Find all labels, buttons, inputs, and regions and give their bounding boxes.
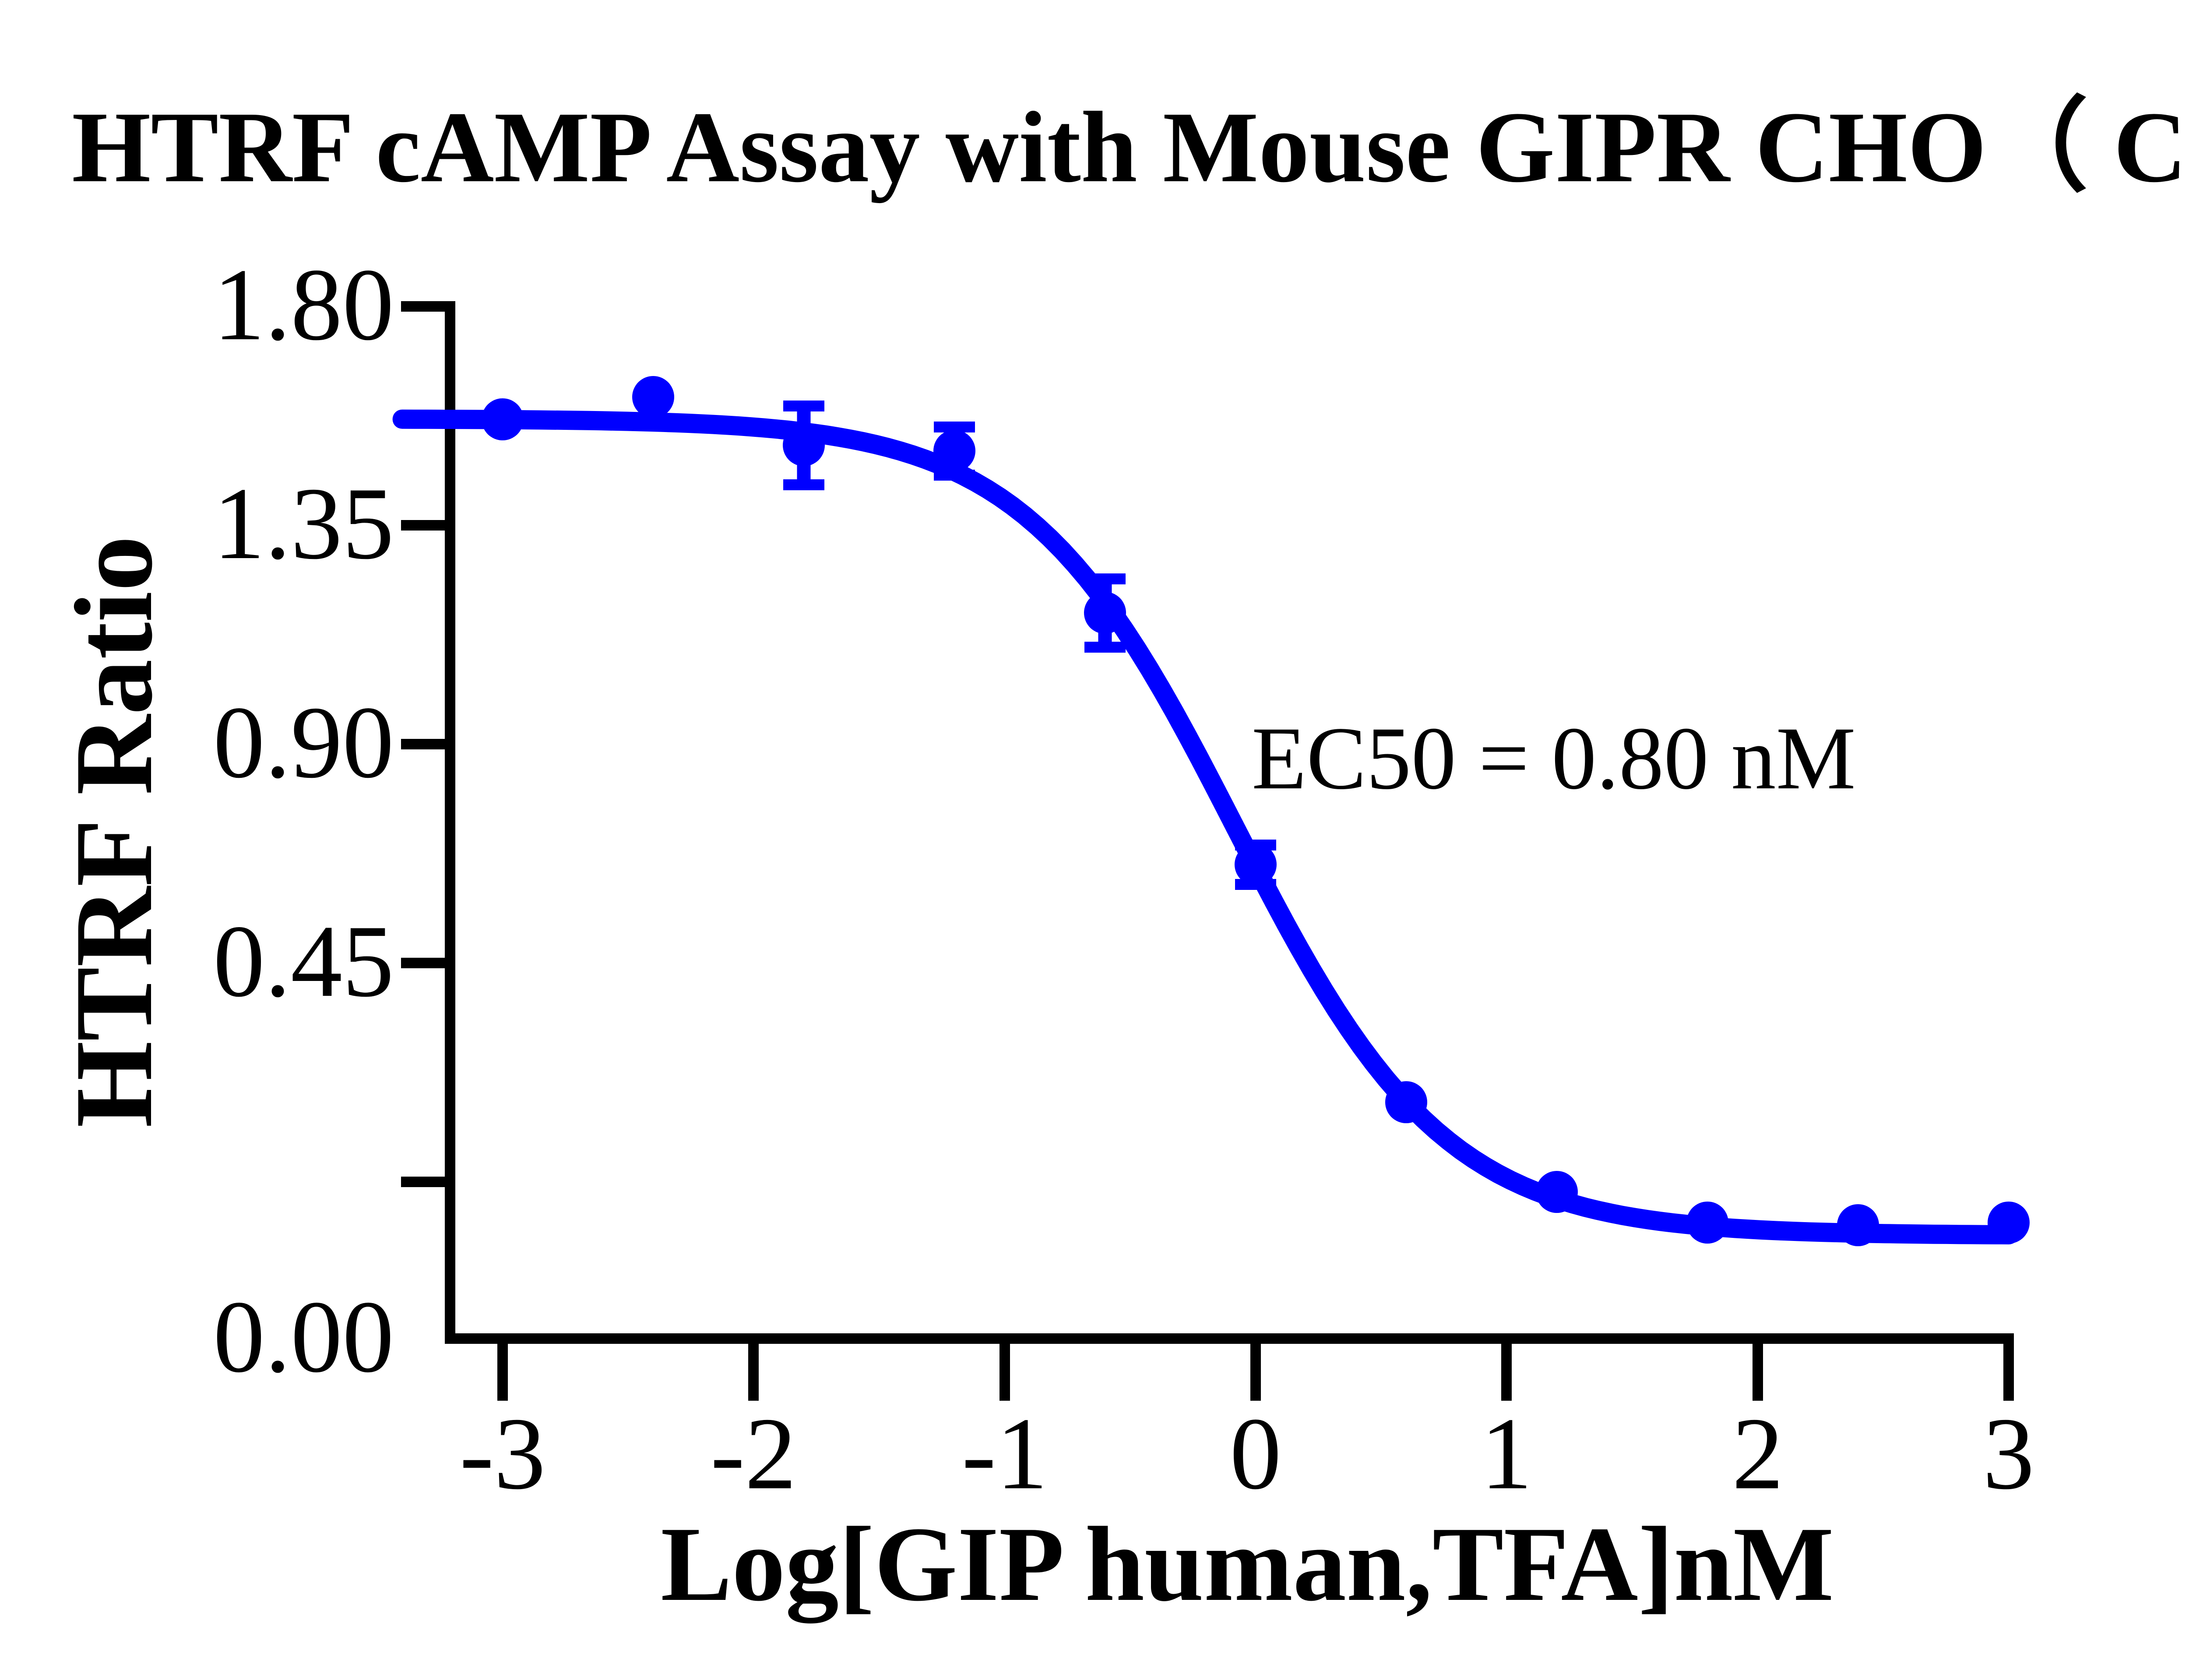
svg-text:-1: -1 xyxy=(962,1397,1048,1511)
svg-text:0.45: 0.45 xyxy=(213,904,394,1019)
svg-text:2: 2 xyxy=(1732,1397,1784,1511)
svg-text:0.00: 0.00 xyxy=(213,1280,394,1394)
svg-text:1.35: 1.35 xyxy=(213,467,394,581)
svg-text:HTRF Ratio: HTRF Ratio xyxy=(52,536,175,1128)
svg-text:-2: -2 xyxy=(711,1397,797,1511)
svg-text:Log[GIP human,TFA]nM: Log[GIP human,TFA]nM xyxy=(661,1505,1834,1624)
svg-text:1: 1 xyxy=(1481,1397,1532,1511)
svg-text:3: 3 xyxy=(1983,1397,2034,1511)
svg-text:1.80: 1.80 xyxy=(213,248,394,362)
svg-text:0.90: 0.90 xyxy=(213,685,394,800)
svg-text:0: 0 xyxy=(1230,1397,1281,1511)
svg-text:EC50 = 0.80 nM: EC50 = 0.80 nM xyxy=(1252,709,1856,808)
svg-text:-3: -3 xyxy=(460,1397,546,1511)
